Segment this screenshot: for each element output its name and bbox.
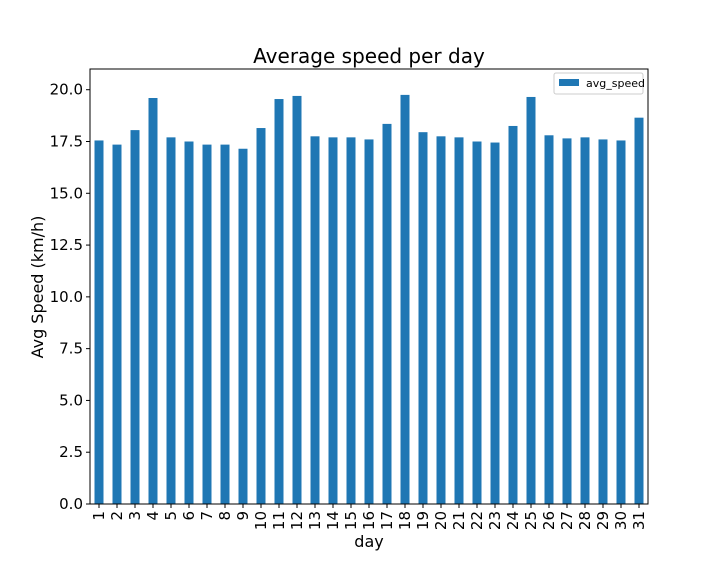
x-tick-label: 30 <box>612 511 630 530</box>
bar-day-3 <box>130 130 140 505</box>
x-tick-label: 31 <box>630 511 648 530</box>
plot-frame <box>89 68 649 505</box>
bar-day-30 <box>616 140 626 504</box>
chart-title: Average speed per day <box>253 44 485 68</box>
legend-label: avg_speed <box>586 77 645 90</box>
x-tick-label: 17 <box>378 511 396 530</box>
y-tick-label: 12.5 <box>50 236 83 254</box>
bar-day-7 <box>202 144 212 505</box>
y-tick-label: 0.0 <box>59 495 83 513</box>
bar-day-22 <box>472 141 482 504</box>
x-tick-label: 11 <box>270 511 288 530</box>
x-tick-label: 12 <box>288 511 306 530</box>
bar-day-5 <box>166 137 176 505</box>
bar-day-19 <box>418 132 428 504</box>
bar-day-6 <box>184 141 194 504</box>
bars-group <box>94 94 644 505</box>
x-tick-label: 13 <box>306 511 324 530</box>
x-tick-label: 10 <box>252 511 270 530</box>
bar-day-21 <box>454 137 464 505</box>
bar-day-12 <box>292 95 302 505</box>
bar-day-31 <box>634 117 644 505</box>
x-tick-label: 29 <box>594 511 612 530</box>
bar-day-23 <box>490 142 500 505</box>
x-tick-label: 4 <box>144 511 162 521</box>
bar-day-8 <box>220 144 230 505</box>
x-tick-label: 19 <box>414 511 432 530</box>
x-tick-label: 3 <box>126 511 144 521</box>
y-axis-ticks: 0.0 2.5 5.0 7.5 10.0 12.5 15.0 17.5 20.0 <box>50 81 90 513</box>
y-tick-label: 2.5 <box>59 443 83 461</box>
y-axis-label: Avg Speed (km/h) <box>28 216 47 359</box>
bar-day-1 <box>94 140 104 504</box>
bar-day-20 <box>436 136 446 504</box>
x-tick-label: 25 <box>522 511 540 530</box>
bar-day-2 <box>112 144 122 505</box>
legend: avg_speed <box>553 72 645 95</box>
x-tick-label: 28 <box>576 511 594 530</box>
x-tick-label: 23 <box>486 511 504 530</box>
bar-day-15 <box>346 137 356 505</box>
y-tick-label: 5.0 <box>59 391 83 409</box>
x-tick-label: 5 <box>162 511 180 521</box>
bar-day-13 <box>310 136 320 504</box>
x-tick-label: 6 <box>180 511 198 521</box>
bar-day-28 <box>580 137 590 505</box>
bar-day-18 <box>400 94 410 504</box>
x-tick-label: 24 <box>504 511 522 530</box>
y-tick-label: 7.5 <box>59 340 83 358</box>
y-tick-label: 15.0 <box>50 184 83 202</box>
legend-box <box>553 72 644 95</box>
bar-day-14 <box>328 137 338 505</box>
bar-day-10 <box>256 128 266 505</box>
bar-day-26 <box>544 135 554 505</box>
x-tick-label: 14 <box>324 511 342 530</box>
bar-day-16 <box>364 139 374 504</box>
x-tick-label: 15 <box>342 511 360 530</box>
x-tick-label: 21 <box>450 511 468 530</box>
bar-day-25 <box>526 96 536 505</box>
x-tick-label: 22 <box>468 511 486 530</box>
x-axis-label: day <box>354 532 383 551</box>
x-tick-label: 20 <box>432 511 450 530</box>
x-tick-label: 9 <box>234 511 252 521</box>
x-tick-label: 27 <box>558 511 576 530</box>
bar-day-27 <box>562 138 572 504</box>
y-tick-label: 10.0 <box>50 288 83 306</box>
x-tick-label: 18 <box>396 511 414 530</box>
x-tick-label: 7 <box>198 511 216 521</box>
x-tick-label: 1 <box>90 511 108 521</box>
x-tick-label: 26 <box>540 511 558 530</box>
bar-day-29 <box>598 139 608 504</box>
bar-day-4 <box>148 98 158 504</box>
legend-swatch <box>559 79 579 86</box>
y-tick-label: 20.0 <box>50 81 83 99</box>
x-tick-label: 2 <box>108 511 126 521</box>
bar-day-24 <box>508 125 518 505</box>
x-axis-ticks: 1 2 3 4 5 6 7 8 9 10 11 12 13 14 15 16 17 18 19 20 21 22 23 24 2… <box>90 504 648 530</box>
bar-day-9 <box>238 148 248 504</box>
bar-day-11 <box>274 99 284 504</box>
y-tick-label: 17.5 <box>50 133 83 151</box>
bar-day-17 <box>382 123 392 504</box>
x-tick-label: 16 <box>360 511 378 530</box>
x-tick-label: 8 <box>216 511 234 521</box>
